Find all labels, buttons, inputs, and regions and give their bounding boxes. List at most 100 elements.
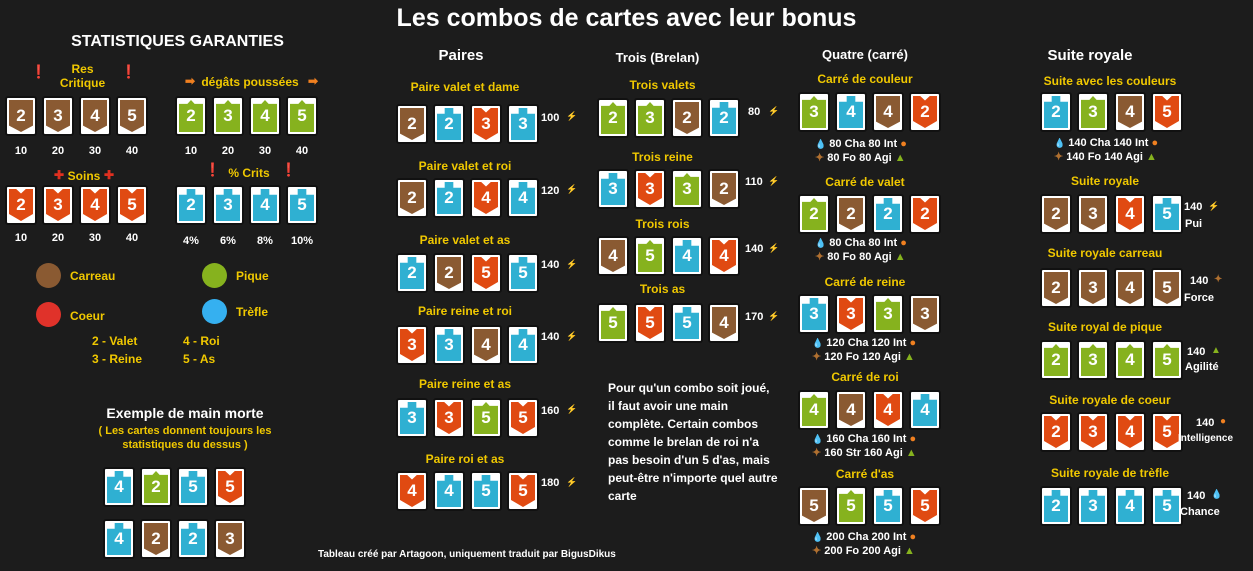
card: 4 — [470, 178, 502, 218]
card: 4 — [1114, 412, 1146, 452]
combo-cards: 4 4 4 4 — [798, 390, 941, 430]
combo-name: Trois as — [639, 282, 686, 296]
card: 2 — [5, 185, 37, 225]
card: 2 — [909, 194, 941, 234]
stat-fo: 140 Fo — [1066, 151, 1102, 163]
card: 4 — [1114, 92, 1146, 132]
stat-fo: 160 Str — [824, 447, 861, 459]
earth-icon: ✦ — [815, 251, 825, 263]
stat-value: 30 — [258, 145, 272, 157]
card: 4 — [470, 325, 502, 365]
card: 4 — [396, 471, 428, 511]
card: 5 — [798, 486, 830, 526]
arrow-right-icon: ➡ — [184, 74, 196, 88]
crits-cards: 2 3 4 5 — [175, 185, 318, 225]
card: 3 — [634, 98, 666, 138]
fire-icon: ● — [909, 337, 917, 349]
combo-bonus: 120 — [541, 185, 560, 197]
dead-hand-row-2: 4 2 2 3 — [103, 519, 246, 559]
card: 2 — [1040, 486, 1072, 526]
card: 4 — [103, 467, 135, 507]
card: 2 — [1040, 340, 1072, 380]
card: 5 — [286, 185, 318, 225]
stat-agi: 80 Agi — [859, 251, 892, 263]
soins-label: Soins — [67, 169, 101, 183]
combo-bonus: 160 — [541, 405, 560, 417]
combo-cards: 5 5 5 4 — [597, 303, 740, 343]
card: 2 — [396, 253, 428, 293]
combo-stats: 💧 160 Cha 160 Int ● ✦ 160 Str 160 Agi ▲ — [812, 432, 917, 460]
card: 2 — [433, 178, 465, 218]
degats-cards: 2 3 4 5 — [175, 96, 318, 136]
stat-cha: 200 Cha — [826, 531, 869, 543]
stat-value: 10 — [14, 232, 28, 244]
card: 5 — [671, 303, 703, 343]
combo-note: Pour qu'un combo soit joué, il faut avoi… — [608, 381, 778, 503]
earth-icon: ✦ — [815, 152, 825, 164]
combo-cards: 4 5 4 4 — [597, 236, 740, 276]
combo-stats: 💧 80 Cha 80 Int ● ✦ 80 Fo 80 Agi ▲ — [815, 137, 907, 165]
stat-agi: 200 Agi — [862, 545, 901, 557]
card: 5 — [1151, 486, 1183, 526]
card: 3 — [1077, 194, 1109, 234]
water-icon: 💧 — [812, 532, 824, 542]
card: 5 — [597, 303, 629, 343]
combo-name: Suite royale carreau — [1047, 246, 1163, 260]
combo-cards: 2 2 2 2 — [798, 194, 941, 234]
fire-icon: ● — [1151, 137, 1159, 149]
card: 5 — [214, 467, 246, 507]
legend-as: 5 - As — [183, 352, 216, 366]
lightning-icon: ⚡ — [566, 111, 578, 121]
combo-name: Paire reine et as — [418, 377, 512, 391]
trefle-swatch — [202, 299, 227, 324]
card: 2 — [175, 96, 207, 136]
card: 5 — [116, 96, 148, 136]
combo-bonus: 140 — [745, 243, 764, 255]
stat-cha: 160 Cha — [826, 433, 869, 445]
stat-value: 40 — [125, 232, 139, 244]
air-icon: ▲ — [904, 351, 915, 363]
card: 2 — [140, 519, 172, 559]
carreau-swatch — [36, 263, 61, 288]
card: 5 — [507, 398, 539, 438]
card: 3 — [835, 294, 867, 334]
card: 3 — [1077, 92, 1109, 132]
combo-name: Paire valet et dame — [410, 80, 520, 94]
card: 5 — [286, 96, 318, 136]
card: 5 — [507, 253, 539, 293]
stat-value: 10% — [290, 235, 314, 247]
paires-header: Paires — [438, 47, 484, 64]
card: 4 — [708, 236, 740, 276]
card: 5 — [634, 236, 666, 276]
card: 4 — [708, 303, 740, 343]
water-icon: 💧 — [1054, 138, 1066, 148]
res-critique-label: Res Critique — [59, 62, 106, 90]
lightning-icon: ⚡ — [768, 311, 780, 321]
card: 3 — [671, 169, 703, 209]
combo-bonus: 140 — [1190, 275, 1209, 287]
card: 4 — [1114, 486, 1146, 526]
stat-int: 140 Int — [1113, 137, 1149, 149]
alert-icon: ❗ — [204, 162, 222, 177]
stat-agi: 80 Agi — [859, 152, 892, 164]
combo-cards: 2 3 4 5 — [1040, 92, 1183, 132]
page-title: Les combos de cartes avec leur bonus — [396, 4, 857, 32]
combo-cards: 2 3 4 5 — [1040, 268, 1183, 308]
card: 5 — [872, 486, 904, 526]
card: 3 — [1077, 412, 1109, 452]
card: 2 — [597, 98, 629, 138]
dead-hand-title: Exemple de main morte — [106, 405, 264, 421]
combo-name: Carré de roi — [831, 370, 899, 384]
combo-bonus: 170 — [745, 311, 764, 323]
combo-stat: Intelligence — [1178, 433, 1234, 444]
combo-cards: 3 3 3 2 — [597, 169, 740, 209]
combo-stat: Chance — [1180, 506, 1220, 518]
card: 3 — [1077, 340, 1109, 380]
card: 4 — [79, 96, 111, 136]
combo-name: Paire reine et roi — [417, 304, 513, 318]
combo-name: Carré de reine — [824, 275, 906, 289]
lightning-icon: ⚡ — [566, 259, 578, 269]
water-icon: 💧 — [815, 238, 827, 248]
legend-carreau: Carreau — [70, 269, 116, 283]
card: 2 — [433, 253, 465, 293]
